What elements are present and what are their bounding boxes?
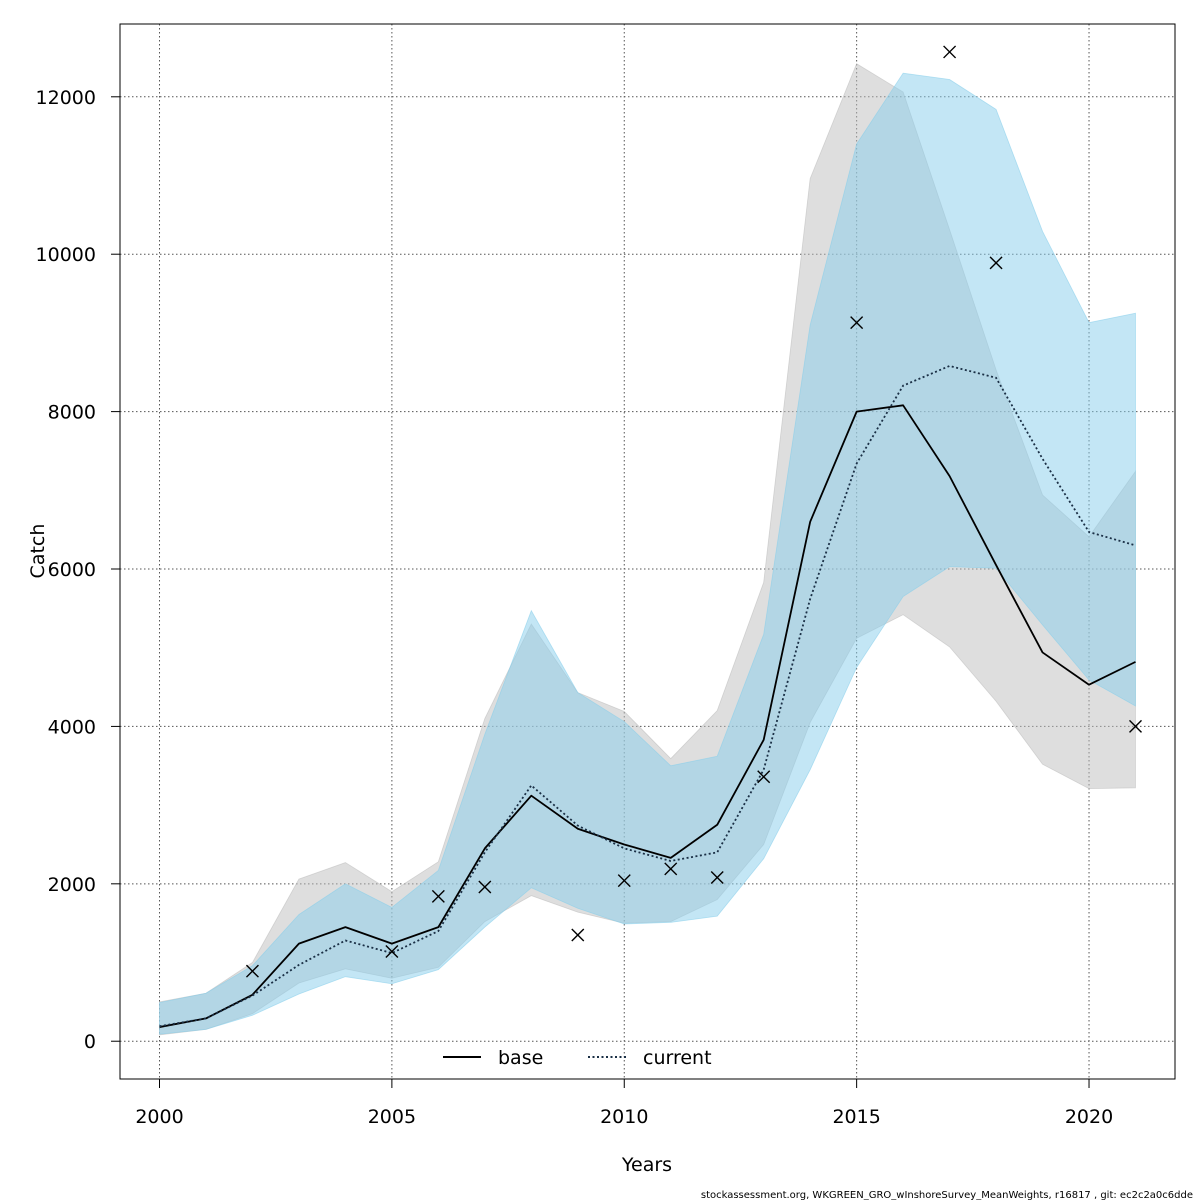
observation-point-2002: [245, 964, 259, 978]
observation-point-2007: [478, 880, 492, 894]
line-base: [159, 404, 1136, 1028]
observation-point-2009: [571, 928, 585, 942]
y-tick-label-8000: 8000: [48, 402, 96, 424]
observation-point-2010: [617, 874, 631, 888]
x-tick-label-2020: 2020: [1065, 1106, 1113, 1128]
line-current: [159, 365, 1136, 1028]
y-axis-title: Catch: [27, 524, 49, 579]
observation-point-2017: [943, 45, 957, 59]
series-lines: [159, 365, 1136, 1028]
y-tick-label-10000: 10000: [36, 244, 96, 266]
y-tick-label-12000: 12000: [36, 87, 96, 109]
x-tick-label-2010: 2010: [600, 1106, 648, 1128]
y-tick-label-6000: 6000: [48, 559, 96, 581]
x-tick-label-2005: 2005: [368, 1106, 416, 1128]
x-tick-label-2000: 2000: [135, 1106, 183, 1128]
y-tick-label-4000: 4000: [48, 716, 96, 738]
x-axis-title: Years: [621, 1154, 672, 1176]
x-tick-label-2015: 2015: [832, 1106, 880, 1128]
x-axis: 2000 2005 2010 2015 2020: [135, 1078, 1113, 1128]
y-axis: 0 2000 4000 6000 8000 10000 12000: [36, 87, 121, 1053]
observation-point-2006: [431, 889, 445, 903]
observation-point-2015: [850, 316, 864, 330]
band-current: [159, 72, 1136, 1035]
observation-point-2011: [664, 862, 678, 876]
legend-label-base: base: [498, 1047, 543, 1069]
legend-label-current: current: [643, 1047, 712, 1069]
observation-point-2018: [989, 256, 1003, 270]
observation-point-2005: [385, 945, 399, 958]
y-tick-label-2000: 2000: [48, 874, 96, 896]
confidence-bands: [159, 63, 1136, 1036]
observation-point-2021: [1129, 719, 1142, 733]
footer-caption: stockassessment.org, WKGREEN_GRO_wInshor…: [701, 1190, 1193, 1200]
y-tick-label-0: 0: [84, 1031, 96, 1053]
observation-point-2013: [757, 770, 771, 784]
legend: base current: [443, 1047, 712, 1069]
observation-points: [245, 45, 1142, 978]
observation-point-2012: [710, 871, 724, 885]
